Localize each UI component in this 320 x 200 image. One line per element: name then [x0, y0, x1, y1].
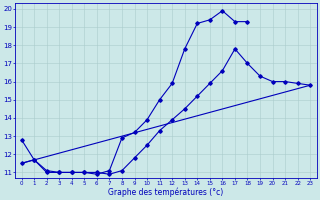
X-axis label: Graphe des températures (°c): Graphe des températures (°c): [108, 187, 223, 197]
